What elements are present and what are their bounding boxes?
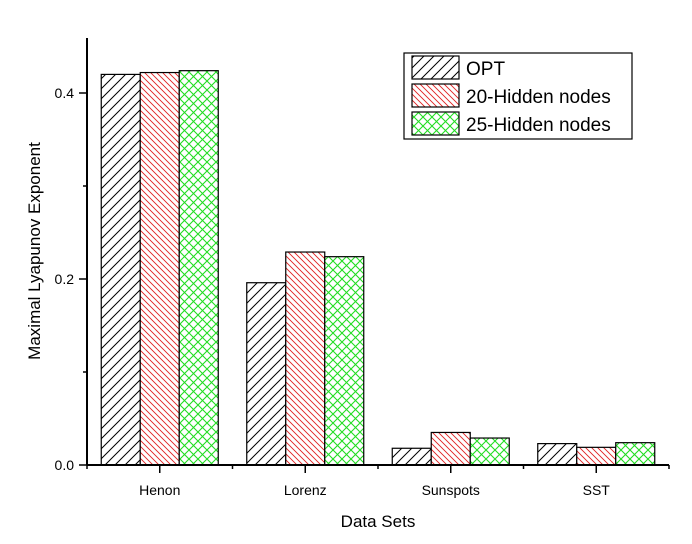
legend-swatch <box>411 83 460 108</box>
bar-sunspots-1 <box>430 431 471 466</box>
bars-group <box>100 70 656 466</box>
y-tick-label: 0.0 <box>55 457 75 473</box>
x-axis-title: Data Sets <box>341 512 416 531</box>
x-tick-label: SST <box>583 482 611 498</box>
bar-sst-0 <box>537 443 578 466</box>
x-tick-label: Lorenz <box>284 482 327 498</box>
bar-lorenz-2 <box>324 256 365 466</box>
bar-henon-1 <box>139 71 180 466</box>
axes-group <box>79 38 670 473</box>
bar-sunspots-2 <box>469 437 510 466</box>
legend-label: 25-Hidden nodes <box>466 115 611 136</box>
bar-lorenz-0 <box>246 282 287 466</box>
bar-henon-2 <box>178 70 219 466</box>
legend: OPT 20-Hidden nodes 25-Hidden nodes <box>403 52 633 140</box>
y-axis-title: Maximal Lyapunov Exponent <box>25 142 44 360</box>
bar-henon-0 <box>100 73 141 466</box>
labels-group: 0.0 0.2 0.4 Henon Lorenz Sunspots SST Data Sets… <box>25 85 610 531</box>
x-tick-label: Henon <box>139 482 180 498</box>
x-tick-label: Sunspots <box>422 482 480 498</box>
bar-sunspots-0 <box>391 447 432 466</box>
y-tick-label: 0.2 <box>55 271 75 287</box>
y-tick-label: 0.4 <box>55 85 75 101</box>
legend-label: OPT <box>466 59 505 80</box>
bar-lorenz-1 <box>285 251 326 466</box>
legend-swatch <box>411 55 460 80</box>
legend-swatch <box>411 111 460 136</box>
bar-sst-1 <box>576 446 617 466</box>
bar-sst-2 <box>615 442 656 466</box>
legend-label: 20-Hidden nodes <box>466 87 611 108</box>
